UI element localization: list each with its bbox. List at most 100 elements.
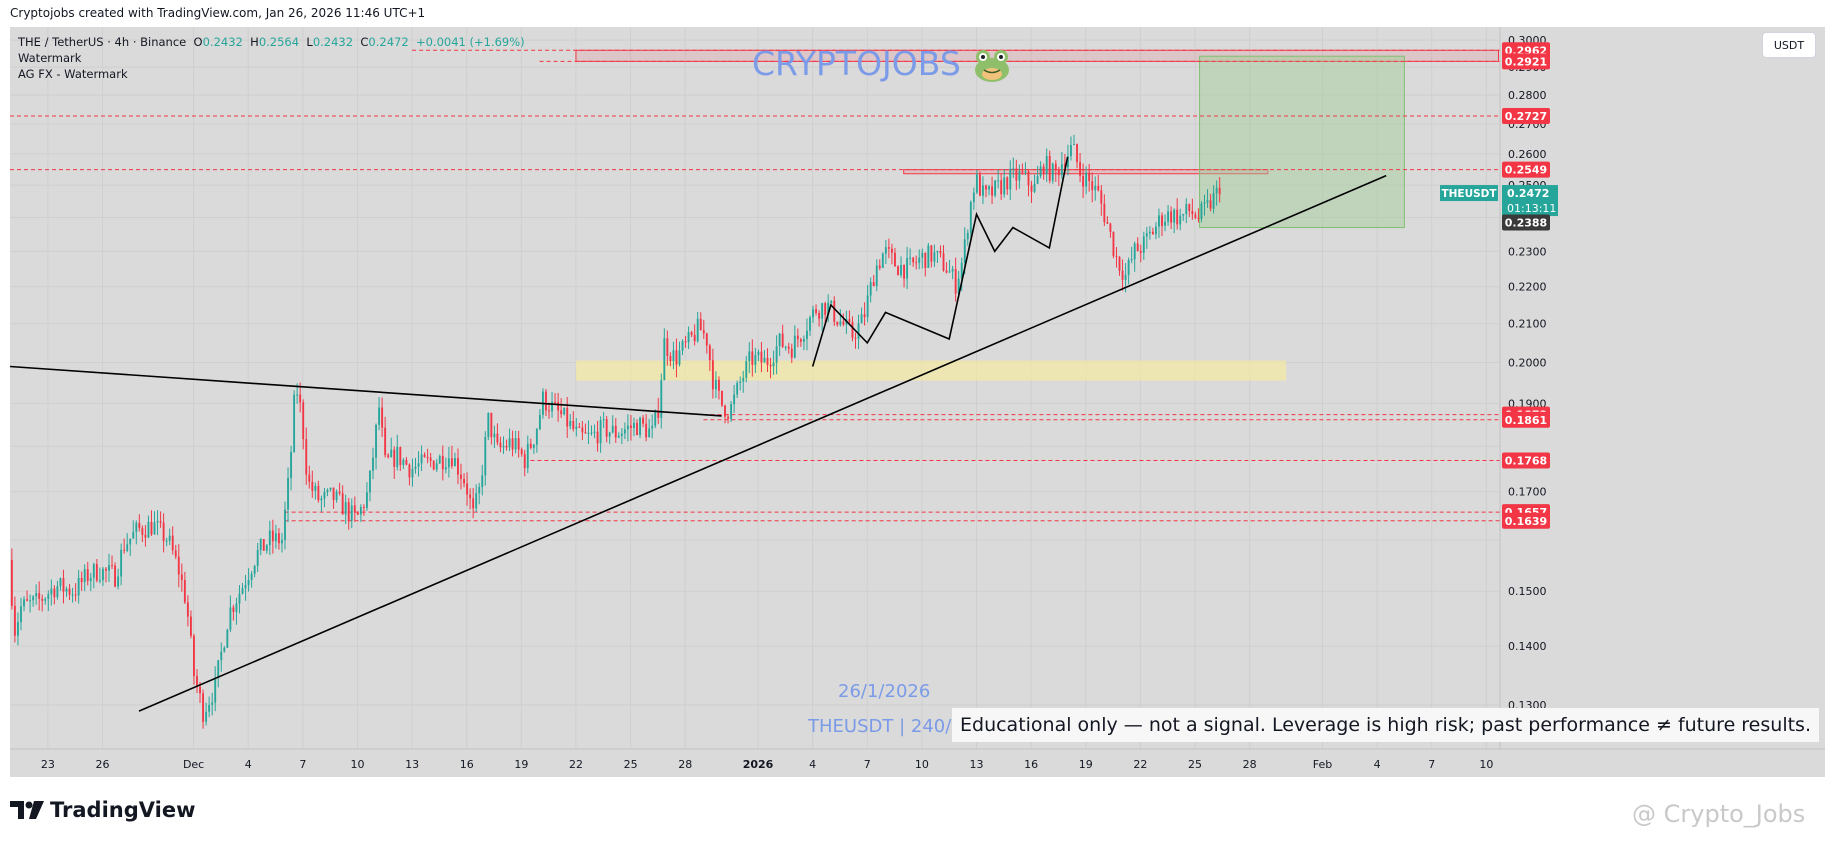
candle-body	[129, 538, 132, 545]
price-axis-panel	[1500, 27, 1825, 777]
candle-body	[912, 257, 915, 263]
candle-body	[132, 531, 135, 539]
candle-body	[89, 577, 92, 582]
candle	[232, 604, 235, 621]
x-tick-label: 16	[1024, 758, 1038, 771]
watermark-date: 26/1/2026	[838, 681, 931, 702]
candle	[92, 562, 95, 589]
candle-body	[557, 402, 560, 411]
candle	[475, 484, 478, 512]
x-tick-label: 7	[864, 758, 871, 771]
candle-body	[265, 545, 268, 551]
candle-body	[851, 322, 854, 338]
candle-body	[733, 394, 736, 405]
candle-body	[1060, 164, 1063, 176]
candle-body	[1179, 215, 1182, 225]
candle	[784, 345, 787, 351]
candle-body	[1203, 202, 1206, 204]
candle-body	[320, 498, 323, 501]
candle	[287, 467, 289, 523]
candle-body	[153, 522, 156, 535]
level-price-label: 0.1768	[1502, 452, 1550, 469]
candle	[86, 561, 89, 586]
candle	[982, 176, 984, 205]
candle	[205, 702, 208, 726]
candle-body	[323, 492, 326, 499]
candle	[341, 485, 344, 515]
candle-body	[405, 459, 408, 465]
candle	[135, 520, 138, 545]
candle	[487, 412, 490, 440]
y-tick-label: 0.1400	[1508, 640, 1547, 653]
tradingview-logo[interactable]: TradingView	[10, 798, 195, 822]
candle	[836, 321, 839, 327]
candle-body	[918, 257, 921, 263]
candle	[529, 438, 532, 450]
candle	[839, 309, 842, 327]
legend-symbol[interactable]: THE / TetherUS · 4h · Binance	[18, 35, 187, 49]
candle-body	[739, 381, 742, 383]
candle	[815, 304, 817, 316]
candle-body	[727, 416, 729, 419]
candle	[702, 319, 705, 340]
candle	[857, 314, 860, 350]
candle-body	[1070, 144, 1072, 157]
legend-indicator-watermark[interactable]: Watermark	[18, 51, 82, 65]
candle	[860, 307, 863, 324]
candle-body	[290, 451, 293, 479]
candle-body	[997, 180, 1000, 182]
candle-body	[866, 295, 869, 318]
candle-body	[10, 560, 13, 606]
candle-body	[1182, 213, 1185, 216]
candle	[994, 179, 997, 198]
candle-body	[809, 317, 811, 331]
candle	[575, 418, 578, 437]
x-tick-label: 2026	[743, 758, 774, 771]
legend-indicator-agfx[interactable]: AG FX - Watermark	[18, 67, 128, 81]
candle	[775, 335, 778, 375]
candle	[1042, 163, 1045, 180]
candle	[26, 590, 28, 602]
candle	[696, 311, 699, 343]
candle-body	[611, 425, 614, 433]
candle	[472, 488, 475, 519]
candle	[1021, 163, 1024, 175]
candle-body	[1197, 217, 1200, 220]
candle-body	[569, 421, 572, 427]
candle-body	[1191, 210, 1194, 215]
candle-body	[769, 364, 772, 367]
current-price-tag: THEUSDT 0.2472 01:13:11	[1440, 185, 1558, 217]
candle	[177, 544, 180, 588]
frog-icon	[975, 50, 1009, 82]
candle-body	[1170, 211, 1173, 223]
candle-body	[924, 252, 927, 268]
candle	[806, 318, 808, 351]
candle	[684, 335, 687, 348]
chart-area[interactable]: 0.1300 0.1400 0.1500 0.1700 0.1900 0.2000 0.21…	[10, 27, 1825, 777]
legend-high-label: H	[250, 35, 259, 49]
candle-body	[38, 593, 41, 599]
candle-body	[1045, 155, 1048, 174]
candle-body	[274, 533, 277, 542]
x-tick-label: 26	[96, 758, 110, 771]
candle	[866, 285, 869, 323]
candle-body	[802, 339, 805, 342]
price-chart[interactable]: 0.13000.14000.15000.17000.19000.20000.21…	[10, 27, 1825, 777]
candle	[457, 448, 459, 485]
candle-body	[736, 382, 739, 395]
level-price-tag	[1502, 452, 1550, 469]
currency-button[interactable]: USDT	[1762, 32, 1816, 58]
candle-body	[827, 302, 830, 315]
candle-body	[347, 502, 350, 521]
extra-price-tag	[1502, 214, 1550, 231]
candle-body	[281, 540, 283, 544]
candle	[906, 246, 909, 290]
watermark-symbol: THEUSDT | 240/	[808, 716, 952, 737]
candle	[281, 532, 283, 553]
candle-body	[101, 568, 104, 581]
x-tick-label: 13	[970, 758, 984, 771]
candle-body	[202, 693, 205, 722]
candle-body	[532, 444, 535, 448]
candle-body	[277, 533, 280, 544]
candle-body	[86, 569, 89, 582]
